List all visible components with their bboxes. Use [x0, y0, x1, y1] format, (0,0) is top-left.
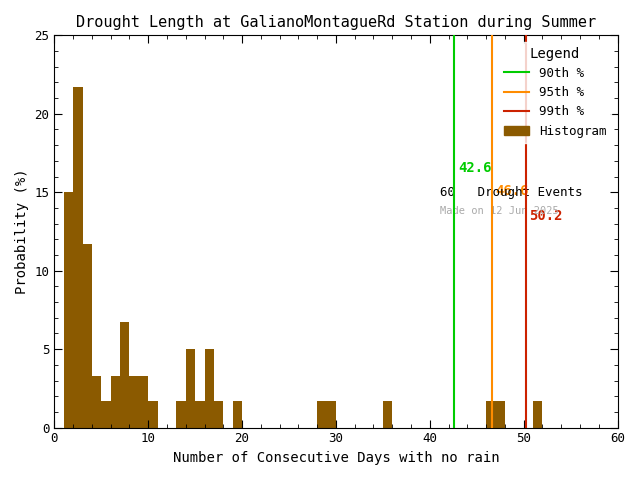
- Bar: [139, 376, 148, 428]
- Text: 60   Drought Events: 60 Drought Events: [440, 186, 582, 199]
- Bar: [214, 401, 223, 428]
- Bar: [111, 376, 120, 428]
- Bar: [148, 401, 157, 428]
- Bar: [233, 401, 242, 428]
- Legend: 90th %, 95th %, 99th %, Histogram: 90th %, 95th %, 99th %, Histogram: [499, 42, 611, 143]
- Bar: [205, 349, 214, 428]
- Y-axis label: Probability (%): Probability (%): [15, 168, 29, 294]
- Text: Made on 12 Jun 2025: Made on 12 Jun 2025: [440, 206, 559, 216]
- Text: 46.6: 46.6: [495, 184, 529, 198]
- Bar: [186, 349, 195, 428]
- Bar: [533, 401, 543, 428]
- Bar: [177, 401, 186, 428]
- Bar: [101, 401, 111, 428]
- Bar: [326, 401, 336, 428]
- X-axis label: Number of Consecutive Days with no rain: Number of Consecutive Days with no rain: [173, 451, 499, 465]
- Text: 50.2: 50.2: [529, 209, 563, 224]
- Bar: [129, 376, 139, 428]
- Bar: [195, 401, 205, 428]
- Bar: [83, 244, 92, 428]
- Text: 42.6: 42.6: [458, 161, 492, 175]
- Bar: [120, 323, 129, 428]
- Bar: [92, 376, 101, 428]
- Bar: [495, 401, 505, 428]
- Bar: [486, 401, 495, 428]
- Bar: [73, 87, 83, 428]
- Title: Drought Length at GalianoMontagueRd Station during Summer: Drought Length at GalianoMontagueRd Stat…: [76, 15, 596, 30]
- Bar: [383, 401, 392, 428]
- Bar: [317, 401, 326, 428]
- Bar: [64, 192, 73, 428]
